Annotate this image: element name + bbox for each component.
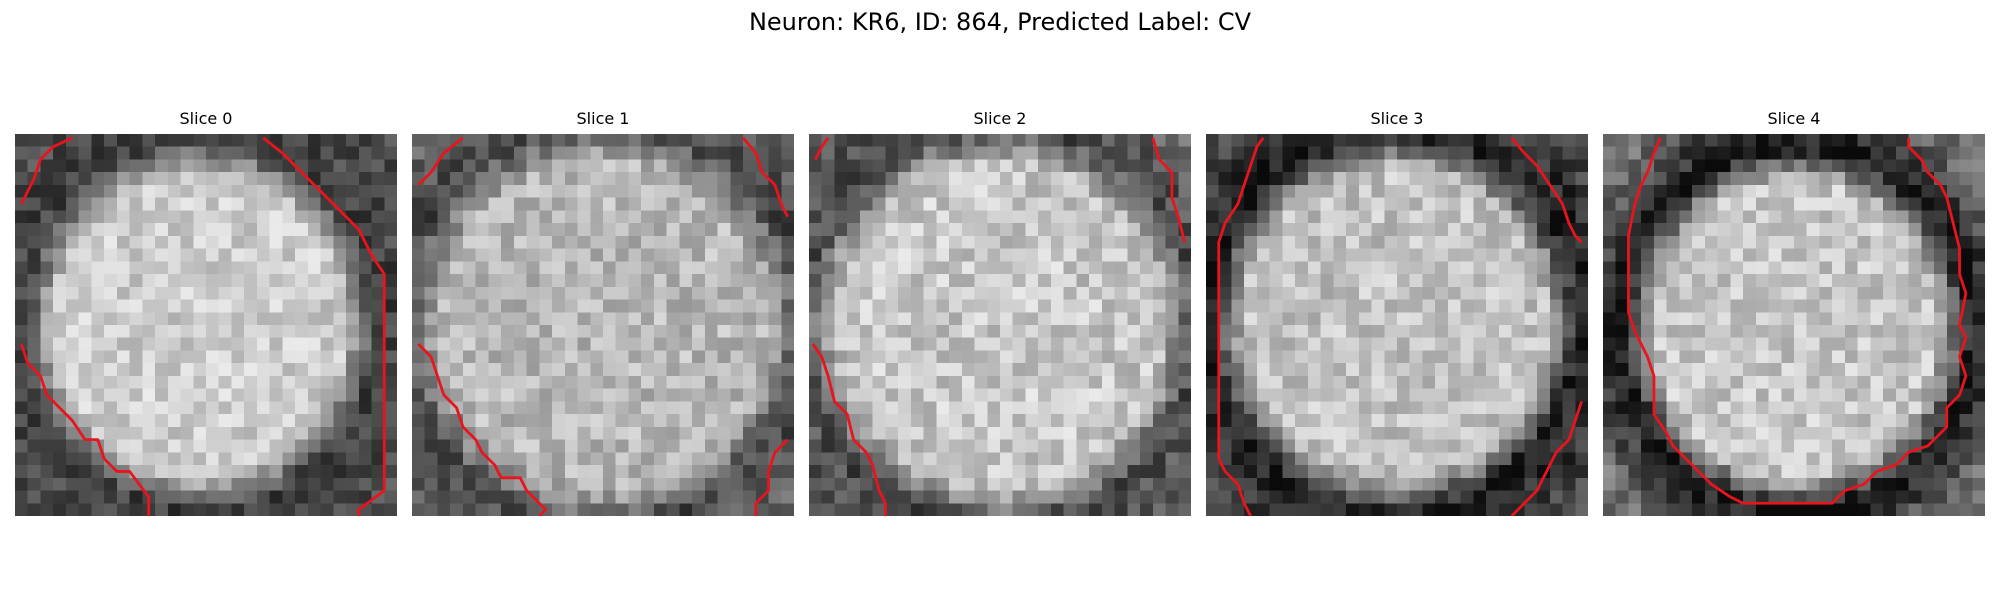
contour-line: [1627, 137, 1968, 505]
pixel-grid: [1206, 134, 1588, 516]
grayscale-slice-image: [15, 134, 397, 516]
grayscale-slice-image: [1603, 134, 1985, 516]
slice-panel-3: Slice 3: [1206, 108, 1588, 516]
slice-image: [809, 134, 1191, 516]
contour-line: [1151, 137, 1186, 243]
slice-image: [412, 134, 794, 516]
pixel-grid: [809, 134, 1191, 516]
slice-title: Slice 3: [1370, 109, 1424, 128]
contour-line: [262, 136, 386, 516]
slice-panel-0: Slice 0: [15, 108, 397, 516]
pixel-grid: [15, 134, 397, 516]
slice-title: Slice 1: [576, 109, 630, 128]
grayscale-slice-image: [809, 134, 1191, 516]
contour-line: [20, 136, 73, 205]
contour-line: [754, 438, 789, 516]
contour-line: [1510, 136, 1583, 244]
grayscale-slice-image: [412, 134, 794, 516]
contour-line: [814, 137, 830, 161]
slice-panel-1: Slice 1: [412, 108, 794, 516]
slice-image: [1603, 134, 1985, 516]
slice-title: Slice 4: [1767, 109, 1821, 128]
contour-line: [417, 136, 464, 186]
figure-title: Neuron: KR6, ID: 864, Predicted Label: C…: [748, 8, 1252, 36]
slice-title: Slice 2: [973, 109, 1027, 128]
pixel-grid: [412, 134, 794, 516]
slice-image: [1206, 134, 1588, 516]
contour-line: [1510, 400, 1583, 516]
grayscale-slice-image: [1206, 134, 1588, 516]
slice-panel-4: Slice 4: [1603, 108, 1985, 516]
contour-line: [1217, 137, 1265, 516]
pixel-grid: [1603, 134, 1985, 516]
slice-title: Slice 0: [179, 109, 233, 128]
contour-line: [811, 343, 887, 516]
contour-line: [417, 343, 548, 516]
contour-line: [20, 343, 151, 516]
slice-image: [15, 134, 397, 516]
slice-panel-2: Slice 2: [809, 108, 1191, 516]
contour-line: [741, 136, 789, 218]
